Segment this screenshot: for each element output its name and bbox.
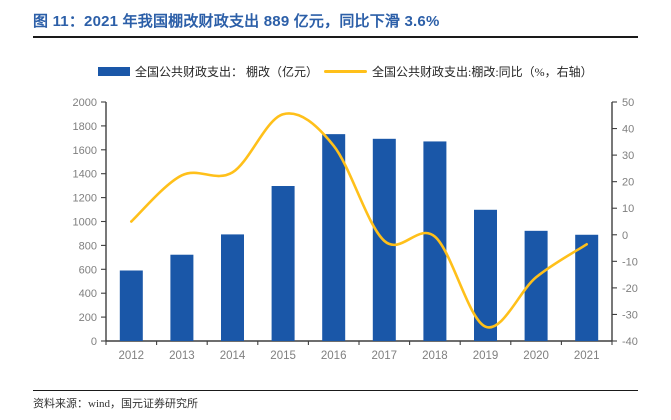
x-axis-label: 2016 (321, 350, 347, 362)
bar-2012 (119, 270, 143, 341)
y-axis-left-label: 1600 (73, 145, 97, 157)
x-axis-label: 2021 (574, 350, 600, 362)
y-axis-right-label: 40 (622, 124, 634, 136)
bar-2013 (170, 254, 194, 341)
bar-2021 (575, 234, 599, 341)
source-divider (33, 390, 638, 391)
y-axis-left-label: 1800 (73, 121, 97, 133)
y-axis-right-label: 0 (622, 230, 628, 242)
y-axis-left-label: 400 (79, 288, 97, 300)
y-axis-left-label: 200 (79, 312, 97, 324)
y-axis-left-label: 1200 (73, 193, 97, 205)
x-axis-label: 2013 (169, 350, 195, 362)
yoy-line (130, 112, 588, 329)
y-axis-left-label: 1000 (73, 217, 97, 229)
y-axis-right-label: 10 (622, 203, 634, 215)
y-axis-right-label: -20 (622, 283, 638, 295)
y-axis-right-label: 30 (622, 150, 634, 162)
y-axis-right-label: -30 (622, 309, 638, 321)
x-axis-label: 2017 (372, 350, 398, 362)
bar-series-swatch-icon (98, 66, 130, 76)
legend-line-label: 全国公共财政支出:棚改:同比（%，右轴） (372, 64, 593, 79)
legend-item-line-series: 全国公共财政支出:棚改:同比（%，右轴） (324, 63, 593, 80)
y-axis-right-label: -40 (622, 336, 638, 348)
title-divider (33, 36, 638, 38)
y-axis-left-label: 0 (91, 336, 97, 348)
bar-2020 (524, 230, 548, 341)
source-note: 资料来源：wind，国元证券研究所 (33, 398, 198, 410)
legend-bar-label: 全国公共财政支出： 棚改（亿元） (135, 64, 319, 79)
y-axis-left-label: 600 (79, 264, 97, 276)
x-axis-label: 2012 (119, 350, 145, 362)
chart-legend: 全国公共财政支出： 棚改（亿元） 全国公共财政支出:棚改:同比（%，右轴） (98, 62, 638, 80)
legend-item-bar-series: 全国公共财政支出： 棚改（亿元） (98, 63, 318, 80)
bar-2018 (423, 141, 447, 341)
y-axis-right-label: 20 (622, 177, 634, 189)
x-axis-label: 2020 (523, 350, 549, 362)
x-axis-label: 2019 (473, 350, 499, 362)
bar-2016 (322, 134, 346, 341)
y-axis-left-label: 2000 (73, 97, 97, 109)
y-axis-right-label: -10 (622, 256, 638, 268)
x-axis-label: 2018 (422, 350, 448, 362)
line-series-swatch-icon (324, 69, 368, 73)
bar-2019 (474, 209, 497, 341)
y-axis-left-label: 800 (79, 240, 97, 252)
plot-area: 0200400600800100012001400160018002000-40… (73, 97, 638, 362)
y-axis-left-label: 1400 (73, 169, 97, 181)
figure-title: 图 11：2021 年我国棚改财政支出 889 亿元，同比下滑 3.6% (33, 13, 440, 30)
y-axis-right-label: 50 (622, 97, 634, 109)
x-axis-label: 2014 (220, 350, 246, 362)
bar-2015 (271, 186, 295, 341)
bar-2014 (221, 234, 244, 341)
x-axis-label: 2015 (270, 350, 296, 362)
